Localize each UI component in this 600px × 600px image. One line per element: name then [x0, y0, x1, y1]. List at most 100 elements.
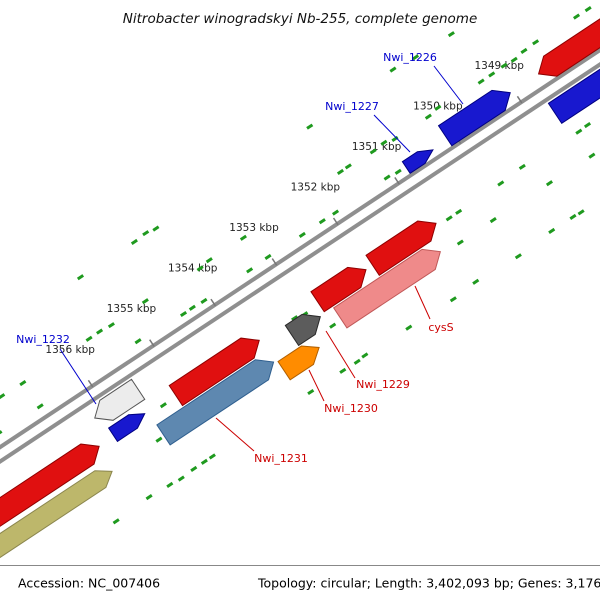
stop-codon-dash [208, 453, 216, 460]
genome-map: 1349 kbp 1350 kbp 1351 kbp 1352 kbp 1353 kbp… [0, 0, 600, 565]
stop-codon-dash [142, 230, 150, 237]
stop-codon-dash [318, 218, 326, 225]
gene-cysS[interactable] [332, 242, 447, 329]
leader-line [308, 369, 325, 402]
gene-nwi-1229[interactable] [284, 307, 327, 347]
gene-label-cysS[interactable]: cysS [428, 321, 453, 334]
status-bar: Accession: NC_007406 Topology: circular;… [0, 565, 600, 600]
stop-codon-dash [575, 128, 583, 135]
stop-codon-dash [449, 296, 457, 303]
gene-cds-a[interactable] [532, 0, 600, 84]
stop-codon-dash [514, 253, 522, 260]
gene-label-Nwi_1226[interactable]: Nwi_1226 [383, 51, 437, 64]
gene-label-Nwi_1227[interactable]: Nwi_1227 [325, 100, 379, 113]
stop-codon-dash [177, 475, 185, 482]
gene-cds-d[interactable] [365, 213, 443, 276]
tick-label: 1349 kbp [474, 60, 524, 72]
gene-nwi-1226[interactable] [437, 83, 517, 147]
stop-codon-dash [130, 238, 138, 245]
stop-codon-dash [455, 208, 463, 215]
stop-codon-dash [532, 39, 540, 46]
stop-codon-dash [200, 297, 208, 304]
leader-line [59, 348, 97, 405]
genome-backbone-line [0, 0, 600, 528]
stop-codon-dash [545, 180, 554, 187]
stop-codon-dash [200, 458, 208, 465]
tick-label: 1354 kbp [168, 263, 218, 275]
stop-codon-dash [456, 239, 464, 246]
gene-nwi-1231[interactable] [156, 352, 280, 446]
stop-codon-dash [389, 66, 397, 73]
leader-line [433, 65, 464, 105]
tick-label: 1351 kbp [352, 141, 402, 153]
stop-codon-dash [497, 180, 505, 187]
stop-codon-dash [190, 465, 198, 473]
stop-codon-dash [380, 139, 388, 146]
stop-codon-dash [188, 304, 196, 311]
gene-label-Nwi_1229[interactable]: Nwi_1229 [356, 378, 410, 391]
genome-backbone-line [0, 0, 600, 518]
stop-codon-dash [205, 257, 213, 264]
stop-codon-dash [76, 274, 85, 281]
stop-codon-dash [583, 122, 592, 129]
stop-codon-dash [145, 493, 153, 501]
stop-codon-dash [329, 322, 337, 329]
stop-codon-dash [307, 388, 315, 396]
gene-cds-e[interactable] [168, 330, 266, 407]
stop-codon-dash [291, 315, 299, 322]
stop-codon-dash [489, 217, 497, 224]
stop-codon-dash [155, 436, 163, 443]
map-title: Nitrobacter winogradskyi Nb-255, complet… [122, 11, 478, 27]
gene-cds-f[interactable] [88, 378, 146, 428]
stop-codon-dash [520, 47, 528, 54]
stop-codon-dash [141, 298, 149, 305]
stop-codon-dash [36, 403, 44, 410]
stop-codon-dash [344, 163, 352, 170]
gene-label-Nwi_1230[interactable]: Nwi_1230 [324, 402, 378, 415]
stop-codon-dash [569, 213, 577, 220]
stop-codon-dash [239, 234, 247, 241]
stop-codon-dash [361, 352, 369, 359]
tick-label: 1353 kbp [229, 222, 279, 234]
stop-codon-dash [369, 148, 377, 155]
stop-codon-dash [152, 225, 160, 232]
stop-codon-dash [85, 335, 93, 342]
stop-codon-dash [0, 430, 3, 437]
gene-cds-b[interactable] [547, 0, 600, 125]
status-topology: Topology: circular; Length: 3,402,093 bp… [258, 575, 600, 591]
stop-codon-dash [588, 152, 596, 159]
stop-codon-dash [584, 6, 592, 13]
stop-codon-dash [445, 215, 453, 222]
leader-line [215, 417, 255, 452]
stop-codon-dash [391, 135, 399, 142]
gene-nwi-1232[interactable] [107, 407, 150, 443]
stop-codon-dash [394, 168, 402, 175]
stop-codon-dash [306, 123, 314, 130]
stop-codon-dash [134, 338, 142, 345]
stop-codon-dash [336, 168, 344, 176]
stop-codon-dash [472, 278, 480, 285]
stop-codon-dash [577, 209, 585, 216]
stop-codon-dash [112, 518, 120, 525]
tick-mark [210, 298, 217, 307]
stop-codon-dash [488, 71, 496, 78]
gene-cds-h[interactable] [0, 463, 118, 565]
gene-nwi-1230[interactable] [277, 338, 325, 381]
tick-label: 1352 kbp [291, 181, 341, 193]
stop-codon-dash [434, 104, 442, 111]
stop-codon-dash [424, 113, 432, 120]
gene-cds-g[interactable] [0, 436, 106, 545]
tick-label: 1355 kbp [107, 303, 157, 315]
gene-nwi-1227[interactable] [401, 144, 436, 175]
stop-codon-dash [548, 227, 556, 235]
stop-codon-dash [353, 358, 361, 365]
tick-label: 1356 kbp [45, 344, 95, 356]
tick-mark [516, 95, 523, 104]
leader-line [373, 114, 411, 153]
gene-cds-c[interactable] [310, 260, 373, 313]
gene-label-Nwi_1231[interactable]: Nwi_1231 [254, 452, 308, 465]
stop-codon-dash [96, 328, 104, 335]
gene-label-Nwi_1232[interactable]: Nwi_1232 [16, 333, 70, 346]
stop-codon-dash [196, 265, 204, 272]
